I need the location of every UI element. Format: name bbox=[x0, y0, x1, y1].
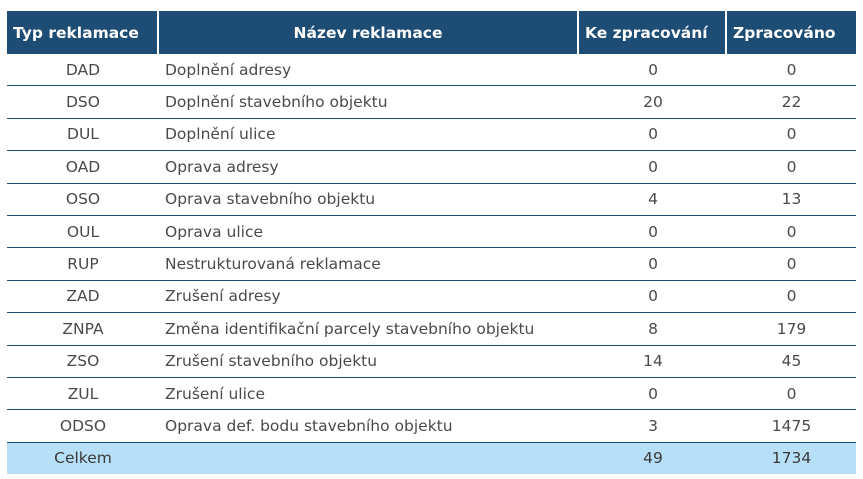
header-done: Zpracováno bbox=[727, 11, 856, 54]
cell-pending: 0 bbox=[579, 281, 727, 314]
cell-pending: 0 bbox=[579, 119, 727, 152]
header-row: Typ reklamace Název reklamace Ke zpracov… bbox=[7, 11, 856, 54]
table-header: Typ reklamace Název reklamace Ke zpracov… bbox=[7, 11, 856, 54]
cell-done: 0 bbox=[727, 151, 856, 184]
header-pending: Ke zpracování bbox=[579, 11, 727, 54]
cell-name: Zrušení adresy bbox=[159, 281, 579, 314]
total-done: 1734 bbox=[727, 442, 856, 474]
cell-done: 0 bbox=[727, 248, 856, 281]
table-row: ZSO Zrušení stavebního objektu 14 45 bbox=[7, 346, 856, 378]
cell-pending: 0 bbox=[579, 378, 727, 411]
total-pending: 49 bbox=[579, 442, 727, 474]
table-row: OSO Oprava stavebního objektu 4 13 bbox=[7, 184, 856, 216]
cell-pending: 14 bbox=[579, 346, 727, 378]
cell-name: Doplnění stavebního objektu bbox=[159, 86, 579, 119]
cell-code: DAD bbox=[7, 54, 159, 87]
cell-code: ZAD bbox=[7, 281, 159, 314]
cell-name: Oprava def. bodu stavebního objektu bbox=[159, 410, 579, 443]
table-row: DAD Doplnění adresy 0 0 bbox=[7, 54, 856, 87]
cell-pending: 8 bbox=[579, 313, 727, 346]
cell-name: Oprava ulice bbox=[159, 216, 579, 249]
table-row: ZAD Zrušení adresy 0 0 bbox=[7, 281, 856, 314]
cell-done: 0 bbox=[727, 281, 856, 314]
cell-code: OAD bbox=[7, 151, 159, 184]
header-type: Typ reklamace bbox=[7, 11, 159, 54]
cell-pending: 4 bbox=[579, 184, 727, 216]
cell-done: 22 bbox=[727, 86, 856, 119]
cell-done: 0 bbox=[727, 378, 856, 411]
cell-done: 1475 bbox=[727, 410, 856, 443]
cell-code: ZUL bbox=[7, 378, 159, 411]
cell-done: 179 bbox=[727, 313, 856, 346]
table-footer: Celkem 49 1734 bbox=[7, 442, 856, 474]
cell-done: 0 bbox=[727, 54, 856, 87]
complaints-table-container: Typ reklamace Název reklamace Ke zpracov… bbox=[7, 11, 856, 474]
cell-pending: 0 bbox=[579, 248, 727, 281]
cell-name: Změna identifikační parcely stavebního o… bbox=[159, 313, 579, 346]
cell-done: 13 bbox=[727, 184, 856, 216]
table-row: OUL Oprava ulice 0 0 bbox=[7, 216, 856, 249]
cell-pending: 3 bbox=[579, 410, 727, 443]
cell-name: Doplnění adresy bbox=[159, 54, 579, 87]
cell-name: Oprava stavebního objektu bbox=[159, 184, 579, 216]
table-row: ZNPA Změna identifikační parcely stavebn… bbox=[7, 313, 856, 346]
total-label: Celkem bbox=[7, 442, 159, 474]
cell-code: DSO bbox=[7, 86, 159, 119]
table-row: DSO Doplnění stavebního objektu 20 22 bbox=[7, 86, 856, 119]
cell-code: OUL bbox=[7, 216, 159, 249]
cell-code: DUL bbox=[7, 119, 159, 152]
cell-name: Nestrukturovaná reklamace bbox=[159, 248, 579, 281]
complaints-table: Typ reklamace Název reklamace Ke zpracov… bbox=[7, 11, 856, 474]
cell-pending: 0 bbox=[579, 54, 727, 87]
cell-code: ZSO bbox=[7, 346, 159, 378]
cell-code: ZNPA bbox=[7, 313, 159, 346]
table-row: RUP Nestrukturovaná reklamace 0 0 bbox=[7, 248, 856, 281]
table-row: DUL Doplnění ulice 0 0 bbox=[7, 119, 856, 152]
cell-name: Oprava adresy bbox=[159, 151, 579, 184]
cell-done: 0 bbox=[727, 216, 856, 249]
table-row: ODSO Oprava def. bodu stavebního objektu… bbox=[7, 410, 856, 443]
cell-pending: 0 bbox=[579, 151, 727, 184]
cell-done: 45 bbox=[727, 346, 856, 378]
header-name: Název reklamace bbox=[159, 11, 579, 54]
cell-name: Zrušení ulice bbox=[159, 378, 579, 411]
total-empty-cell bbox=[159, 442, 579, 474]
cell-done: 0 bbox=[727, 119, 856, 152]
cell-code: RUP bbox=[7, 248, 159, 281]
cell-name: Zrušení stavebního objektu bbox=[159, 346, 579, 378]
cell-code: OSO bbox=[7, 184, 159, 216]
table-body: DAD Doplnění adresy 0 0 DSO Doplnění sta… bbox=[7, 54, 856, 443]
cell-code: ODSO bbox=[7, 410, 159, 443]
table-row: ZUL Zrušení ulice 0 0 bbox=[7, 378, 856, 411]
cell-pending: 0 bbox=[579, 216, 727, 249]
cell-name: Doplnění ulice bbox=[159, 119, 579, 152]
cell-pending: 20 bbox=[579, 86, 727, 119]
table-row: OAD Oprava adresy 0 0 bbox=[7, 151, 856, 184]
total-row: Celkem 49 1734 bbox=[7, 442, 856, 474]
